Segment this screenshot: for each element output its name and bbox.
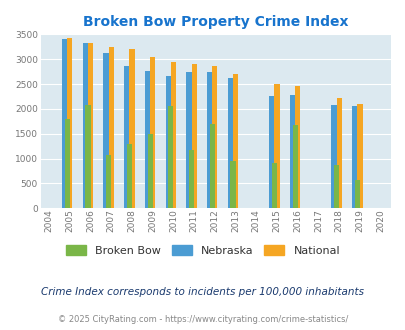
Bar	[168, 106, 173, 208]
Bar	[129, 49, 134, 208]
Bar	[209, 124, 214, 208]
Bar	[212, 66, 217, 208]
Bar	[124, 66, 129, 208]
Legend: Broken Bow, Nebraska, National: Broken Bow, Nebraska, National	[62, 241, 343, 260]
Bar	[147, 134, 152, 208]
Bar	[64, 119, 70, 208]
Bar	[103, 53, 109, 208]
Bar	[126, 144, 132, 208]
Bar	[271, 162, 276, 208]
Bar	[230, 160, 235, 208]
Bar	[106, 154, 111, 208]
Bar	[354, 180, 359, 208]
Bar	[67, 38, 72, 208]
Text: Crime Index corresponds to incidents per 100,000 inhabitants: Crime Index corresponds to incidents per…	[41, 287, 364, 297]
Bar	[85, 105, 90, 208]
Bar	[150, 57, 155, 208]
Bar	[351, 106, 356, 208]
Bar	[269, 96, 274, 208]
Bar	[191, 64, 196, 208]
Title: Broken Bow Property Crime Index: Broken Bow Property Crime Index	[83, 15, 348, 29]
Bar	[289, 95, 294, 208]
Bar	[294, 85, 300, 208]
Bar	[186, 72, 191, 208]
Bar	[333, 165, 338, 208]
Bar	[145, 71, 150, 208]
Bar	[171, 62, 175, 208]
Text: © 2025 CityRating.com - https://www.cityrating.com/crime-statistics/: © 2025 CityRating.com - https://www.city…	[58, 315, 347, 324]
Bar	[188, 150, 194, 208]
Bar	[109, 47, 113, 208]
Bar	[356, 104, 362, 208]
Bar	[62, 39, 67, 208]
Bar	[227, 78, 232, 208]
Bar	[83, 43, 88, 208]
Bar	[232, 74, 238, 208]
Bar	[274, 84, 279, 208]
Bar	[292, 125, 297, 208]
Bar	[207, 72, 212, 208]
Bar	[330, 105, 336, 208]
Bar	[165, 76, 171, 208]
Bar	[88, 43, 93, 208]
Bar	[336, 98, 341, 208]
